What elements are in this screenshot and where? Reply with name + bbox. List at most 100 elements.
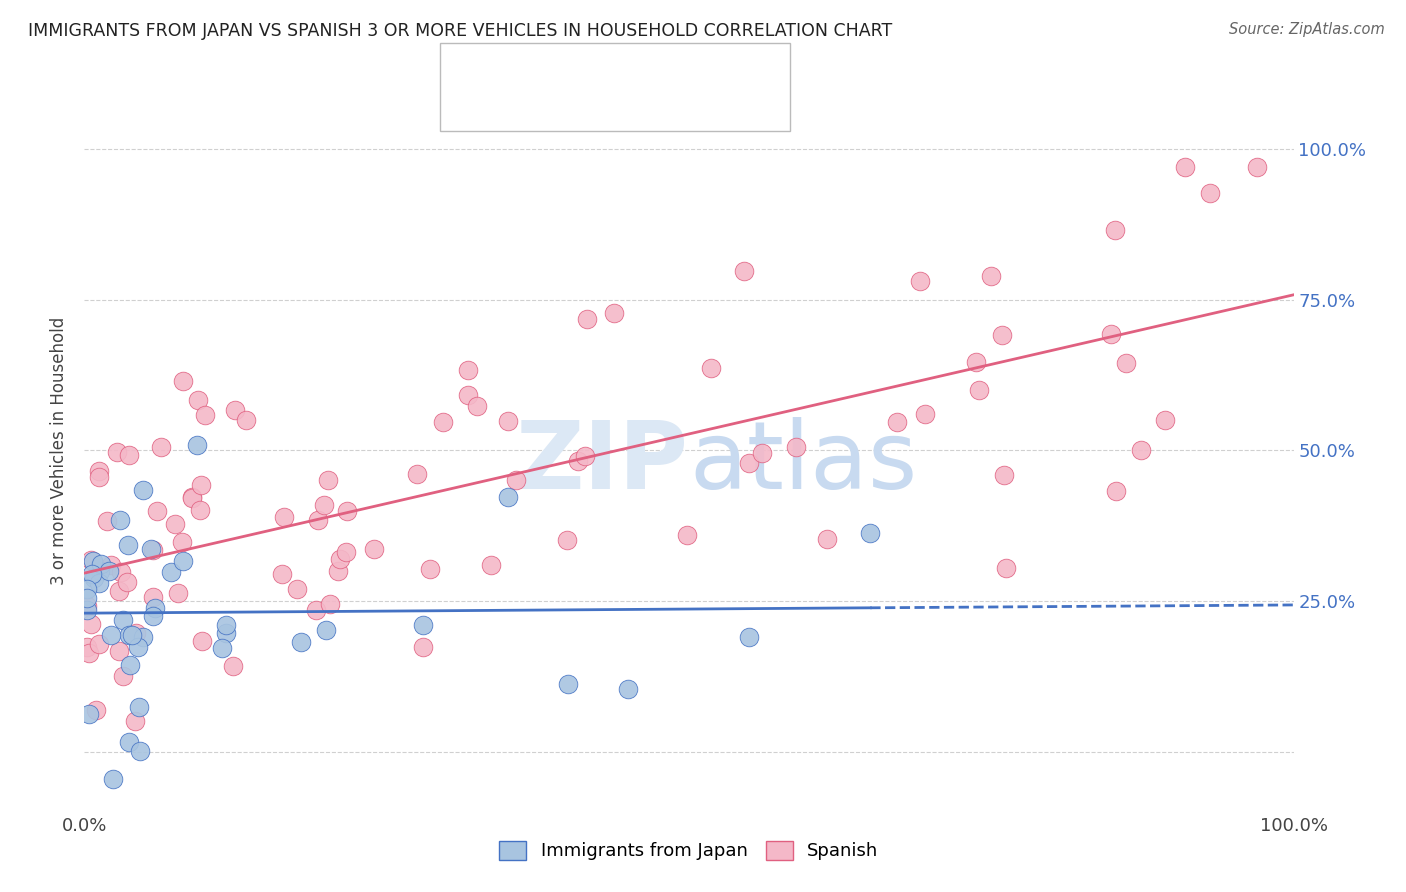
Point [170,534,193,549]
Point [214,626,236,640]
Point [221,658,243,673]
Point [84,703,107,717]
Point [118,628,141,642]
Point [965,355,987,369]
Point [305,602,328,616]
Point [574,449,596,463]
Point [316,473,339,487]
Y-axis label: 3 or more Vehicles in Household: 3 or more Vehicles in Household [51,317,69,584]
Point [186,438,208,452]
Point [128,744,150,758]
Point [76,582,98,597]
Point [76,599,98,614]
Point [118,448,141,462]
Point [1129,442,1152,457]
Point [405,467,427,481]
Point [89,469,111,483]
Point [496,490,519,504]
Point [83,571,105,585]
Point [187,392,209,407]
Point [1104,223,1126,237]
Point [751,445,773,459]
Point [100,628,122,642]
Point [1153,413,1175,427]
Point [307,513,329,527]
Text: ZIP: ZIP [516,417,689,508]
Point [181,490,204,504]
Point [785,440,807,454]
Point [1246,161,1268,175]
Point [118,735,141,749]
Point [432,415,454,429]
Point [181,491,204,505]
Point [87,637,110,651]
Point [165,516,187,531]
Point [335,545,357,559]
Point [80,552,103,566]
Text: 0.584: 0.584 [531,98,583,116]
Point [172,374,194,388]
Point [150,440,173,454]
Point [859,525,882,540]
Legend: Immigrants from Japan, Spanish: Immigrants from Japan, Spanish [492,834,886,868]
Point [132,630,155,644]
Point [315,623,337,637]
Point [211,640,233,655]
Point [146,504,169,518]
Text: R =: R = [485,98,524,116]
Point [79,617,101,632]
Point [188,503,211,517]
Point [995,561,1018,575]
Text: R =: R = [485,58,524,76]
Point [224,403,246,417]
FancyBboxPatch shape [451,56,474,78]
Point [117,538,139,552]
Point [908,274,931,288]
Point [90,558,112,572]
Point [87,464,110,478]
Point [1099,327,1122,342]
Point [271,566,294,581]
Point [738,457,761,471]
Point [505,473,527,487]
Point [967,383,990,397]
Point [1174,161,1197,175]
Point [235,412,257,426]
Point [617,682,640,697]
Point [555,533,578,547]
Point [190,634,212,648]
Point [465,399,488,413]
Text: atlas: atlas [689,417,917,508]
Point [142,591,165,605]
Point [190,478,212,492]
Point [89,564,111,578]
Point [496,413,519,427]
Point [273,510,295,524]
Point [602,306,624,320]
Text: 91: 91 [675,98,697,116]
Point [699,361,721,376]
Point [1104,483,1126,498]
Point [194,408,217,422]
Point [112,669,135,683]
Point [124,625,146,640]
Point [143,601,166,615]
Point [131,483,153,497]
Point [77,646,100,660]
Point [172,554,194,568]
Point [82,567,104,582]
Point [576,312,599,326]
Point [990,328,1012,343]
Point [115,575,138,590]
Point [479,558,502,572]
FancyBboxPatch shape [451,96,474,118]
Point [557,677,579,691]
Point [82,554,104,568]
Point [76,603,98,617]
Point [97,564,120,578]
Point [733,264,755,278]
Text: IMMIGRANTS FROM JAPAN VS SPANISH 3 OR MORE VEHICLES IN HOUSEHOLD CORRELATION CHA: IMMIGRANTS FROM JAPAN VS SPANISH 3 OR MO… [28,22,893,40]
Point [914,408,936,422]
Point [108,644,131,658]
Point [412,640,434,655]
